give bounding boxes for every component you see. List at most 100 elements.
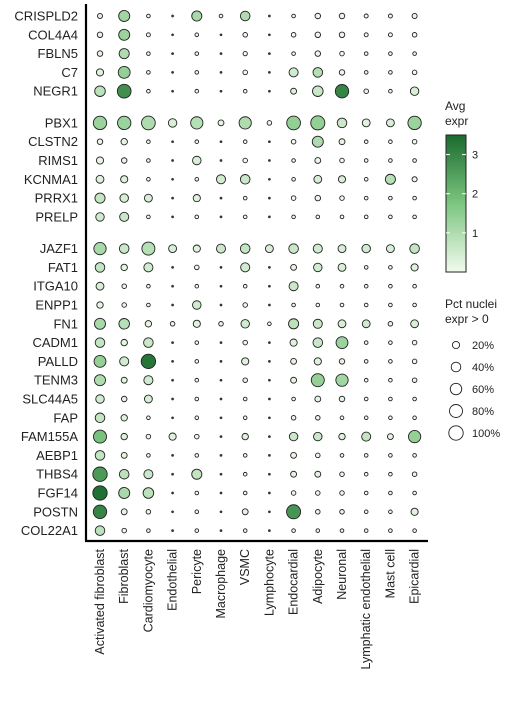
expression-dot (120, 157, 128, 164)
expression-dot (94, 450, 106, 461)
cell-type-label: Epicardial (408, 549, 422, 604)
expression-dot (290, 195, 297, 201)
expression-dot (219, 33, 223, 37)
expression-dot (268, 435, 271, 438)
expression-dot (194, 528, 200, 533)
expression-dot (242, 396, 248, 402)
expression-dot (268, 397, 271, 401)
expression-dot (140, 353, 157, 370)
expression-dot (146, 283, 151, 289)
expression-dot (387, 32, 393, 38)
expression-dot (219, 397, 223, 401)
expression-dot (242, 302, 248, 308)
expression-dot (363, 214, 369, 220)
expression-dot (242, 339, 248, 346)
expression-dot (144, 320, 153, 328)
expression-dot (314, 194, 322, 202)
expression-dot (388, 302, 393, 308)
expression-dot (215, 243, 226, 254)
expression-dot (410, 319, 419, 329)
expression-dot (291, 528, 296, 533)
expression-dot (290, 470, 297, 478)
expression-dot (92, 115, 108, 131)
expression-dot (363, 283, 369, 289)
expression-dot (194, 340, 200, 345)
expression-dot (239, 174, 251, 185)
expression-dot (315, 214, 321, 220)
expression-dot (93, 242, 107, 256)
expression-dot (268, 215, 271, 219)
expression-dot (412, 528, 417, 533)
expression-dot (219, 284, 223, 288)
expression-dot (411, 377, 418, 383)
expression-dot (338, 138, 346, 146)
expression-dot (118, 243, 130, 254)
expression-dot (363, 32, 369, 38)
expression-dot (336, 117, 348, 129)
expression-dot (171, 177, 174, 181)
expression-dot (388, 70, 393, 75)
expression-dot (268, 529, 271, 532)
expression-dot (192, 319, 201, 328)
expression-dot (171, 378, 174, 382)
expression-dot (338, 395, 346, 403)
expression-dot (120, 414, 128, 422)
expression-dot (291, 51, 296, 56)
expression-dot (339, 302, 345, 308)
expression-dot (219, 266, 223, 269)
expression-dot (388, 528, 393, 533)
expression-dot (191, 468, 203, 480)
expression-dot (314, 50, 322, 57)
gene-label: NEGR1 (33, 84, 78, 99)
expression-dot (313, 431, 323, 442)
expression-dot (117, 66, 131, 79)
expression-dot (363, 359, 369, 364)
size-legend-label: 60% (472, 384, 494, 396)
expression-dot (411, 13, 418, 19)
expression-dot (143, 262, 154, 273)
expression-dot (96, 50, 104, 57)
expression-dot (145, 32, 151, 38)
gene-label: COL22A1 (21, 523, 78, 538)
expression-dot (339, 415, 345, 421)
expression-dot (116, 83, 132, 99)
expression-dot (290, 32, 297, 38)
gene-label: FAT1 (48, 260, 78, 275)
expression-dot (218, 321, 224, 327)
expression-dot (168, 244, 178, 254)
expression-dot (290, 138, 297, 145)
cell-type-label: VSMC (238, 549, 252, 585)
size-legend-label: 80% (472, 406, 494, 418)
expression-dot (339, 157, 345, 164)
expression-dot (267, 321, 272, 327)
expression-dot (219, 435, 223, 438)
expression-dot (146, 415, 151, 421)
expression-dot (286, 115, 301, 131)
expression-dot (268, 510, 271, 514)
expression-dot (118, 48, 130, 60)
expression-dot (363, 195, 369, 201)
expression-dot (118, 468, 130, 480)
expression-dot (339, 195, 345, 201)
expression-dot (94, 85, 106, 97)
expression-dot (219, 303, 223, 307)
expression-dot (266, 120, 273, 126)
expression-dot (290, 263, 297, 271)
expression-dot (268, 177, 271, 181)
expression-dot (363, 70, 369, 75)
expression-dot (242, 50, 248, 57)
expression-dot (120, 395, 128, 403)
expression-dot (94, 337, 106, 348)
expression-dot (242, 283, 248, 289)
expression-dot (146, 51, 151, 56)
expression-dot (119, 211, 130, 222)
expression-dot (388, 214, 393, 220)
expression-dot (171, 284, 174, 288)
expression-dot (310, 373, 325, 388)
expression-dot (312, 85, 324, 97)
expression-dot (171, 196, 174, 200)
expression-dot (387, 321, 394, 327)
expression-dot (412, 302, 417, 308)
size-legend-label: 20% (472, 340, 494, 352)
expression-dot (215, 174, 226, 185)
